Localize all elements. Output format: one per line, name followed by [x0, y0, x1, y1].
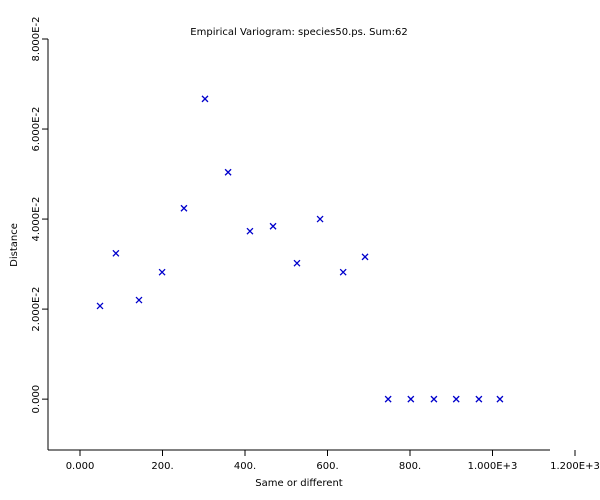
point — [384, 395, 392, 403]
point — [293, 259, 301, 267]
y-tick-label: 8.000E-2 — [31, 17, 42, 62]
x-tick-label: 200. — [151, 461, 173, 472]
x-tick-label: 1.000E+3 — [468, 461, 518, 472]
point — [496, 395, 504, 403]
point — [452, 395, 460, 403]
point — [339, 268, 347, 276]
point — [430, 395, 438, 403]
y-tick-label: 0.000 — [31, 385, 42, 414]
point — [96, 302, 104, 310]
point — [158, 268, 166, 276]
x-tick-label: 1.200E+3 — [550, 461, 600, 472]
x-tick-label: 800. — [399, 461, 421, 472]
point — [361, 253, 369, 261]
x-axis-label: Same or different — [255, 478, 343, 489]
point — [407, 395, 415, 403]
point — [224, 168, 232, 176]
y-tick-label: 4.000E-2 — [31, 197, 42, 242]
chart-title: Empirical Variogram: species50.ps. Sum:6… — [190, 27, 407, 38]
x-tick-label: 400. — [234, 461, 256, 472]
point — [180, 204, 188, 212]
y-axis-label: Distance — [9, 223, 20, 267]
point — [475, 395, 483, 403]
point — [112, 249, 120, 257]
x-tick-label: 0.000 — [66, 461, 95, 472]
point — [135, 296, 143, 304]
x-tick-label: 600. — [316, 461, 338, 472]
point — [246, 227, 254, 235]
y-tick-label: 6.000E-2 — [31, 107, 42, 152]
y-tick-label: 2.000E-2 — [31, 287, 42, 332]
point — [269, 222, 277, 230]
point — [201, 95, 209, 103]
point — [316, 215, 324, 223]
